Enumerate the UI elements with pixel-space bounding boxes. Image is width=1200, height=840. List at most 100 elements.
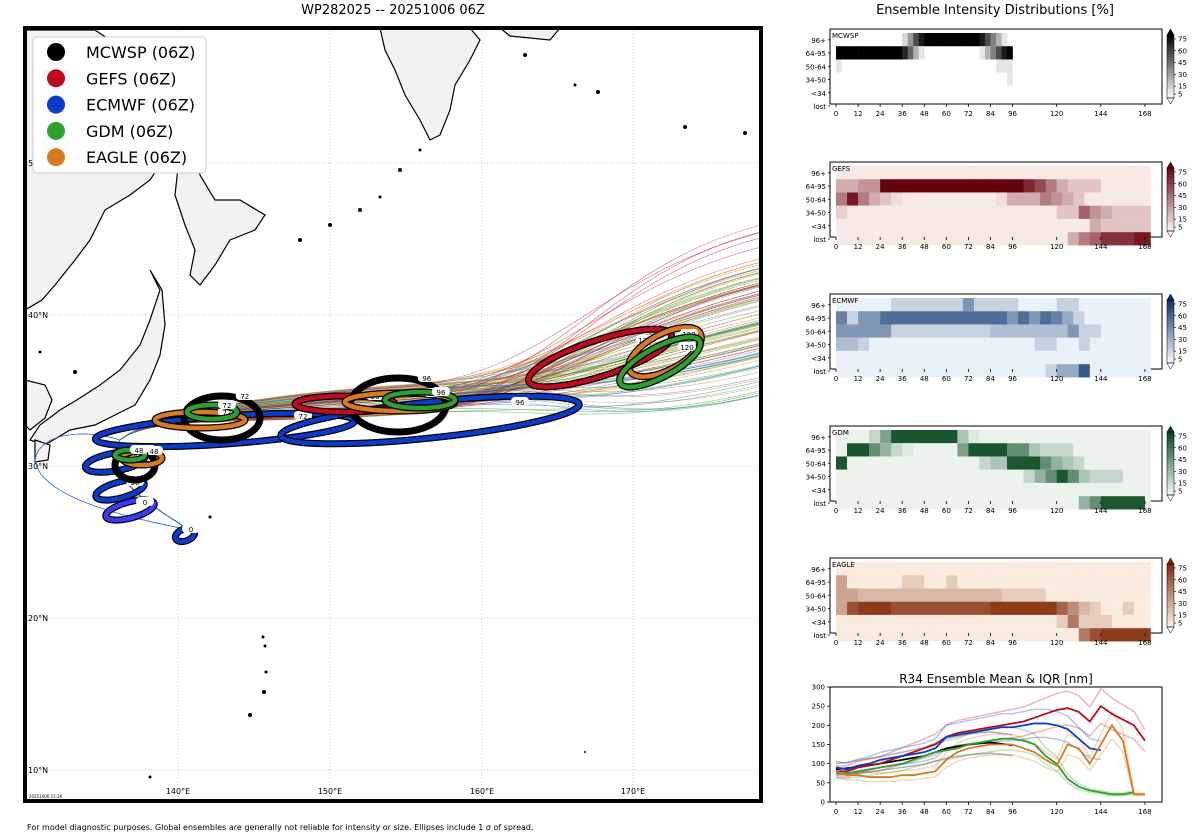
colorbar-tick-label: 30 — [1178, 468, 1187, 476]
heatmap-cell — [951, 443, 958, 457]
heatmap-cell — [996, 588, 1002, 602]
heatmap-row-label: lost — [813, 103, 826, 111]
heatmap-cell — [1084, 456, 1091, 470]
heatmap-cell — [968, 218, 975, 233]
colorbar-segment — [1167, 306, 1174, 310]
heatmap-cell — [874, 192, 881, 206]
colorbar-segment — [1167, 322, 1174, 326]
heatmap-cell — [1067, 218, 1074, 233]
heatmap-cell — [1078, 192, 1085, 206]
heatmap-cell — [869, 364, 875, 378]
heatmap-cell — [852, 482, 859, 497]
heatmap-cell — [996, 430, 1002, 444]
heatmap-cell — [1095, 469, 1102, 483]
heatmap-cell — [1128, 614, 1135, 629]
heatmap-cell — [1089, 218, 1096, 233]
heatmap-cell — [1139, 575, 1146, 589]
heatmap-cell — [880, 469, 886, 483]
colorbar-segment — [1167, 53, 1174, 58]
heatmap-cell — [1106, 350, 1113, 365]
heatmap-cell — [918, 614, 925, 629]
heatmap-cell — [1100, 614, 1107, 629]
heatmap-cell — [863, 324, 870, 338]
heatmap-cell — [1128, 311, 1135, 325]
colorbar-tick-label: 60 — [1178, 312, 1187, 320]
heatmap-cell — [935, 192, 942, 206]
heatmap-cell — [1139, 562, 1146, 576]
heatmap-cell — [1029, 588, 1035, 602]
heatmap-cell — [1133, 205, 1140, 219]
r34-ytick-label: 200 — [812, 722, 825, 730]
heatmap-cell — [940, 562, 947, 576]
heatmap-cell — [984, 324, 991, 338]
heatmap-cell — [1111, 205, 1118, 219]
heatmap-cell — [951, 298, 958, 312]
heatmap-cell — [918, 575, 925, 589]
heatmap-cell — [1122, 430, 1129, 444]
ellipse-stroke-17 — [617, 334, 703, 390]
heatmap-cell — [1001, 456, 1008, 470]
heatmap-cell — [902, 46, 909, 60]
heatmap-cell — [924, 205, 931, 219]
heatmap-cell — [1029, 562, 1035, 576]
heatmap-cell — [1128, 575, 1135, 589]
heatmap-cell — [1128, 179, 1135, 193]
heatmap-row-label: 96+ — [811, 302, 826, 310]
heatmap-cell — [1001, 575, 1008, 589]
heatmap-cell — [1106, 218, 1113, 233]
heatmap-cell — [863, 575, 870, 589]
heatmap-cell — [880, 575, 886, 589]
heatmap-xtick-label: 48 — [920, 110, 929, 118]
colorbar-segment — [1167, 564, 1174, 568]
ellipse-label-bg-4 — [294, 411, 312, 420]
heatmap-cell — [1133, 324, 1140, 338]
heatmap-cell — [979, 443, 986, 457]
heatmap-cell — [918, 443, 925, 457]
heatmap-cell — [1111, 628, 1118, 642]
heatmap-cell — [891, 575, 897, 589]
heatmap-cell — [1018, 628, 1024, 642]
heatmap-cell — [1067, 482, 1074, 497]
heatmap-cell — [1122, 311, 1129, 325]
heatmap-cell — [940, 482, 947, 497]
heatmap-cell — [1029, 192, 1035, 206]
heatmap-cell — [869, 456, 875, 470]
heatmap-cell — [1073, 324, 1080, 338]
heatmap-cell — [1122, 364, 1129, 378]
heatmap-cell — [907, 192, 914, 206]
heatmap-cell — [913, 430, 920, 444]
heatmap-cell — [1144, 469, 1151, 483]
heatmap-xtick-label: 84 — [986, 110, 995, 118]
heatmap-cell — [896, 575, 903, 589]
colorbar-segment — [1167, 611, 1174, 615]
heatmap-xtick-label: 144 — [1094, 639, 1108, 647]
heatmap-cell — [869, 562, 875, 576]
heatmap-cell — [1012, 205, 1019, 219]
heatmap-cell — [1051, 311, 1057, 325]
heatmap-cell — [1117, 218, 1124, 233]
heatmap-cell — [847, 298, 853, 312]
heatmap-cell — [1040, 337, 1046, 351]
heatmap-cell — [891, 562, 897, 576]
heatmap-cell — [1051, 628, 1057, 642]
heatmap-cell — [880, 192, 886, 206]
heatmap-cell — [1106, 337, 1113, 351]
heatmap-cell — [1056, 588, 1063, 602]
heatmap-cell — [1045, 205, 1052, 219]
heatmap-cell — [858, 205, 864, 219]
heatmap-cell — [1018, 192, 1024, 206]
heatmap-cell — [1144, 575, 1151, 589]
heatmap-cell — [924, 192, 931, 206]
heatmap-cell — [863, 232, 870, 246]
heatmap-cell — [1139, 496, 1146, 510]
heatmap-cell — [1128, 469, 1135, 483]
heatmap-cell — [1139, 179, 1146, 193]
colorbar-segment — [1167, 224, 1174, 229]
heatmap-cell — [874, 575, 881, 589]
colorbar-segment — [1167, 608, 1174, 612]
heatmap-cell — [880, 482, 886, 497]
heatmap-cell — [1128, 601, 1135, 615]
heatmap-row-label: <34 — [811, 355, 826, 363]
heatmap-cell — [1139, 311, 1146, 325]
heatmap-cell — [913, 601, 920, 615]
